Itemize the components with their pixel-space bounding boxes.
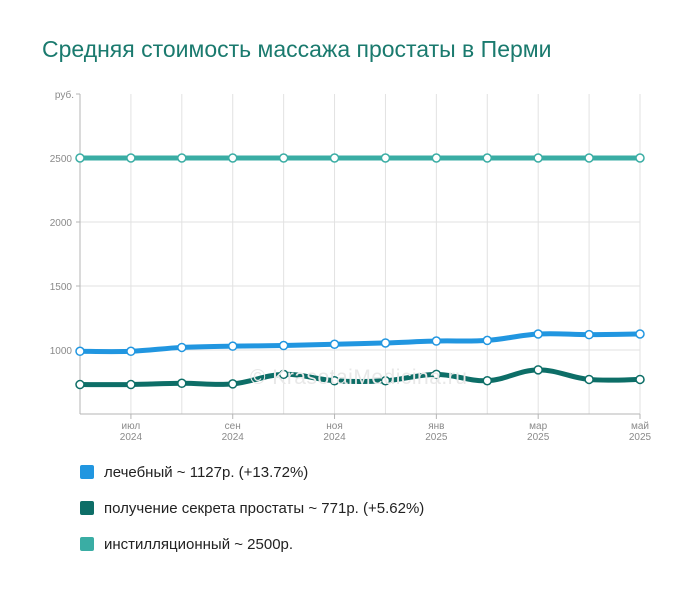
legend-swatch <box>80 537 94 551</box>
y-unit-label: руб. <box>55 89 74 101</box>
data-point <box>482 375 493 386</box>
x-tick-label: 2025 <box>629 432 652 443</box>
x-tick-label: 2024 <box>222 432 245 443</box>
data-point <box>329 375 340 386</box>
legend-item[interactable]: лечебный ~ 1127р. (+13.72%) <box>80 462 424 482</box>
data-point <box>126 346 136 357</box>
watermark: © KrasotaiMedicina.ru <box>250 366 468 389</box>
data-point <box>584 374 594 385</box>
x-tick-label: янв <box>428 421 444 432</box>
data-point <box>380 153 391 163</box>
legend-label: лечебный ~ 1127р. (+13.72%) <box>104 463 309 481</box>
chart-title: Средняя стоимость массажа простаты в Пер… <box>42 36 552 62</box>
data-point <box>126 379 136 390</box>
legend-swatch <box>80 465 94 479</box>
data-point <box>431 153 442 163</box>
data-point <box>177 153 187 163</box>
y-tick-label: 2500 <box>50 154 73 165</box>
legend-item[interactable]: инстилляционный ~ 2500р. <box>80 534 424 554</box>
data-point <box>584 153 594 163</box>
data-point <box>329 339 340 349</box>
data-point <box>635 374 645 385</box>
data-point <box>278 340 289 351</box>
y-tick-label: 1500 <box>50 282 73 293</box>
data-point <box>635 153 645 163</box>
x-tick-label: 2024 <box>120 432 143 443</box>
data-point <box>75 379 85 390</box>
y-tick-label: 1000 <box>50 346 73 357</box>
legend-label: инстилляционный ~ 2500р. <box>104 535 294 553</box>
data-point <box>227 341 238 351</box>
chart-legend: лечебный ~ 1127р. (+13.72%) получение се… <box>80 462 424 570</box>
data-point <box>380 375 391 386</box>
data-point <box>431 369 442 380</box>
y-tick-label: 2000 <box>50 218 73 229</box>
data-point <box>482 153 493 163</box>
x-tick-label: ноя <box>326 421 343 432</box>
data-point <box>177 378 187 389</box>
data-point <box>533 153 543 163</box>
data-point <box>278 369 289 380</box>
data-point <box>431 336 442 346</box>
legend-swatch <box>80 501 94 515</box>
data-point <box>227 379 238 389</box>
legend-item[interactable]: получение секрета простаты ~ 771р. (+5.6… <box>80 498 424 518</box>
x-tick-label: сен <box>225 421 241 432</box>
data-point <box>75 153 85 163</box>
data-point <box>533 329 543 339</box>
data-point <box>227 153 238 163</box>
series-line <box>77 331 643 355</box>
x-tick-label: мар <box>529 421 547 432</box>
data-point <box>533 365 543 375</box>
legend-label: получение секрета простаты ~ 771р. (+5.6… <box>104 499 425 517</box>
x-tick-label: 2025 <box>527 432 550 443</box>
data-point <box>126 153 136 163</box>
data-point <box>177 342 187 353</box>
x-tick-label: май <box>631 421 649 432</box>
x-tick-label: июл <box>122 421 141 432</box>
data-point <box>278 153 289 163</box>
data-point <box>584 329 594 340</box>
data-point <box>482 335 493 346</box>
x-tick-label: 2025 <box>425 432 448 443</box>
data-point <box>635 329 645 339</box>
x-tick-label: 2024 <box>323 432 346 443</box>
data-point <box>329 153 340 163</box>
data-point <box>380 338 391 348</box>
data-point <box>75 346 85 357</box>
